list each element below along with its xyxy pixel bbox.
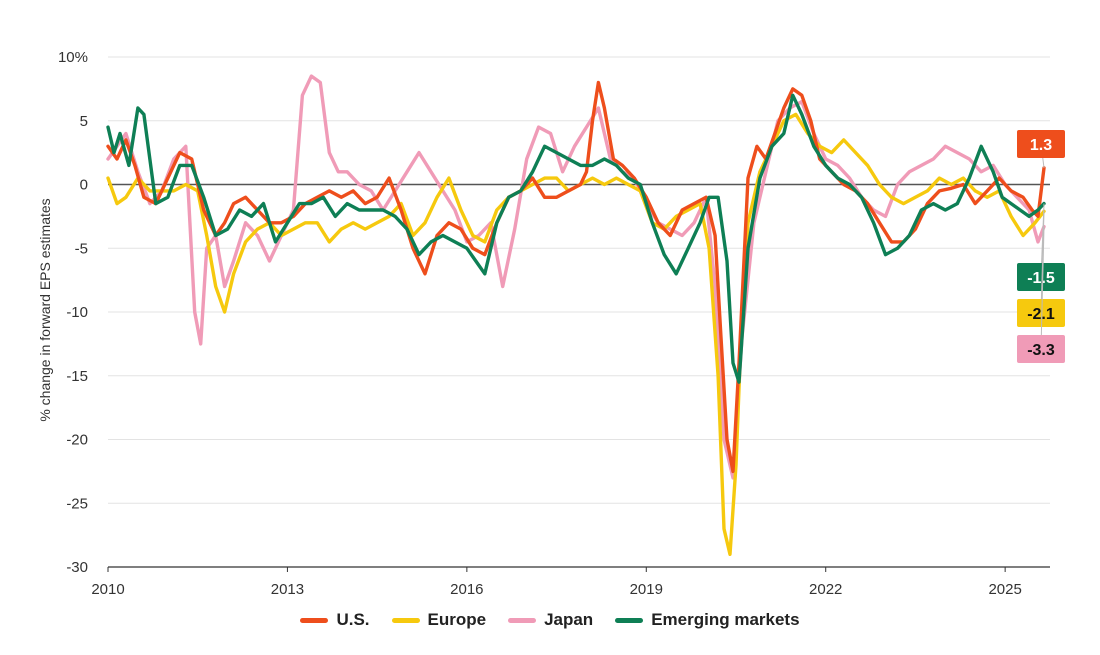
legend-item: Europe: [391, 610, 487, 630]
series-line-emerging-markets: [106, 93, 1046, 384]
legend-swatch: [300, 617, 329, 623]
legend-item: Japan: [508, 610, 593, 630]
end-value-label: -1.5: [1027, 270, 1055, 287]
end-value-label: -3.3: [1027, 342, 1055, 359]
y-tick-label: -20: [66, 432, 88, 449]
legend-label: Emerging markets: [651, 610, 800, 629]
gridlines: [108, 56, 1050, 568]
y-tick-label: 0: [80, 177, 88, 194]
legend-label: Europe: [427, 610, 487, 629]
y-tick-label: -5: [75, 240, 88, 257]
y-tick-label: -15: [66, 368, 88, 385]
end-label-box: [1017, 299, 1065, 327]
end-label-box: [1017, 263, 1065, 291]
x-tick-label: 2013: [271, 581, 304, 598]
x-tick-label: 2022: [809, 581, 842, 598]
y-tick-label: 10%: [58, 49, 88, 66]
end-value-label: 1.3: [1030, 137, 1052, 154]
y-tick-label: 5: [80, 113, 88, 130]
chart-legend: U.S. Europe Japan Emerging markets: [0, 610, 1100, 630]
x-tick-label: 2019: [630, 581, 663, 598]
legend-label: U.S.: [336, 610, 370, 629]
y-tick-label: -25: [66, 495, 88, 512]
end-value-labels: 1.3 -1.5 -2.1 -3.3: [1017, 130, 1065, 363]
legend-swatch: [391, 617, 420, 623]
label-leader: [1040, 226, 1045, 350]
legend-swatch: [508, 617, 537, 623]
legend-item: U.S.: [300, 610, 370, 630]
x-tick-label: 2025: [988, 581, 1021, 598]
y-tick-label: -10: [66, 304, 88, 321]
end-label-box: [1017, 130, 1065, 158]
end-value-label: -2.1: [1027, 306, 1055, 323]
series-line-japan: [106, 74, 1046, 480]
legend-swatch: [615, 617, 644, 623]
series-line-europe: [106, 112, 1046, 556]
end-label-box: [1017, 335, 1065, 363]
x-tick-label: 2010: [91, 581, 124, 598]
series-line-u-s-: [106, 80, 1046, 474]
x-tick-label: 2016: [450, 581, 483, 598]
y-tick-label: -30: [66, 559, 88, 576]
y-axis-label: % change in forward EPS estimates: [37, 198, 53, 421]
series-lines: [106, 74, 1046, 556]
legend-item: Emerging markets: [615, 610, 800, 630]
legend-label: Japan: [544, 610, 594, 629]
